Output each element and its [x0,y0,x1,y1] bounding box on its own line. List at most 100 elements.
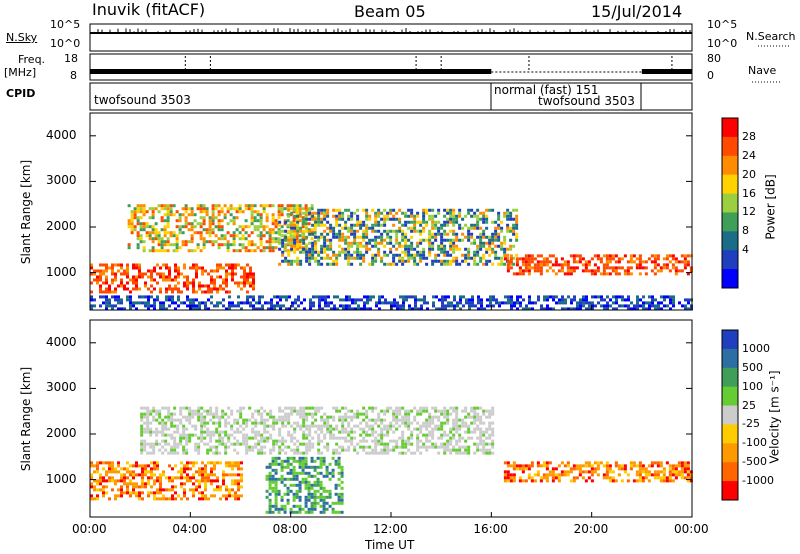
echo-cell [287,415,291,419]
echo-cell [437,226,441,230]
echo-cell [179,421,183,425]
echo-cell [476,415,480,419]
echo-cell [215,412,219,416]
echo-cell [485,235,489,239]
echo-cell [374,235,378,239]
echo-cell [274,225,278,229]
echo-cell [329,241,333,245]
echo-cell [173,439,177,443]
echo-cell [455,406,459,410]
echo-cell [274,219,278,223]
echo-cell [102,479,105,483]
echo-cell [416,442,420,446]
echo-cell [585,301,588,305]
echo-cell [500,220,504,224]
echo-cell [280,504,284,508]
echo-cell [153,464,156,468]
echo-cell [437,253,441,257]
echo-cell [239,409,243,413]
echo-cell [341,445,345,449]
echo-cell [350,418,354,422]
colorbar-swatch [722,386,738,407]
echo-cell [244,237,248,241]
echo-cell [231,301,234,305]
echo-cell [605,470,609,474]
echo-cell [489,295,492,299]
echo-cell [120,284,123,288]
colorbar-swatch [722,405,738,425]
echo-cell [248,436,252,440]
echo-cell [632,464,636,468]
echo-cell [515,263,519,267]
echo-cell [102,476,105,480]
echo-cell [684,304,687,308]
echo-cell [305,415,309,419]
echo-cell [316,495,320,499]
echo-cell [302,211,306,215]
echo-cell [338,436,342,440]
echo-cell [416,433,420,437]
echo-cell [212,415,216,419]
echo-cell [167,442,171,446]
echo-cell [599,257,603,261]
echo-cell [632,254,636,258]
echo-cell [334,501,338,505]
echo-cell [668,473,672,477]
colorbar-tick-label: 4 [742,243,749,257]
echo-cell [228,464,231,468]
echo-cell [253,204,257,208]
echo-cell [344,439,348,443]
x-tick-label: 04:00 [172,522,207,536]
echo-cell [476,208,480,212]
echo-cell [180,473,183,477]
echo-cell [235,210,239,214]
echo-cell [93,464,96,468]
echo-cell [240,473,243,477]
echo-cell [480,307,483,311]
echo-cell [618,295,621,299]
echo-cell [331,507,335,511]
echo-cell [230,433,234,437]
echo-cell [356,208,360,212]
echo-cell [183,301,186,305]
echo-cell [395,238,399,242]
echo-cell [644,476,648,480]
echo-cell [642,307,645,311]
echo-cell [176,430,180,434]
echo-cell [335,235,339,239]
echo-cell [344,418,348,422]
echo-cell [204,470,207,474]
echo-cell [242,406,246,410]
echo-cell [132,287,135,291]
echo-cell [441,307,444,311]
echo-cell [143,445,147,449]
echo-cell [542,263,546,267]
echo-cell [195,479,198,483]
echo-cell [166,240,170,244]
echo-cell [398,208,402,212]
echo-cell [479,232,483,236]
echo-cell [446,433,450,437]
echo-cell [512,244,516,248]
echo-cell [320,406,324,410]
echo-cell [271,228,275,232]
echo-cell [374,217,378,221]
echo-cell [392,244,396,248]
echo-cell [271,213,275,217]
echo-cell [608,476,612,480]
echo-cell [620,464,624,468]
echo-cell [557,476,561,480]
echo-cell [157,204,161,208]
echo-cell [123,479,126,483]
echo-cell [340,471,344,475]
echo-cell [215,448,219,452]
echo-cell [548,473,552,477]
echo-cell [440,226,444,230]
echo-cell [434,256,438,260]
echo-cell [176,418,180,422]
echo-cell [399,295,402,299]
echo-cell [455,409,459,413]
echo-cell [422,409,426,413]
echo-cell [608,266,612,270]
echo-cell [129,494,132,498]
